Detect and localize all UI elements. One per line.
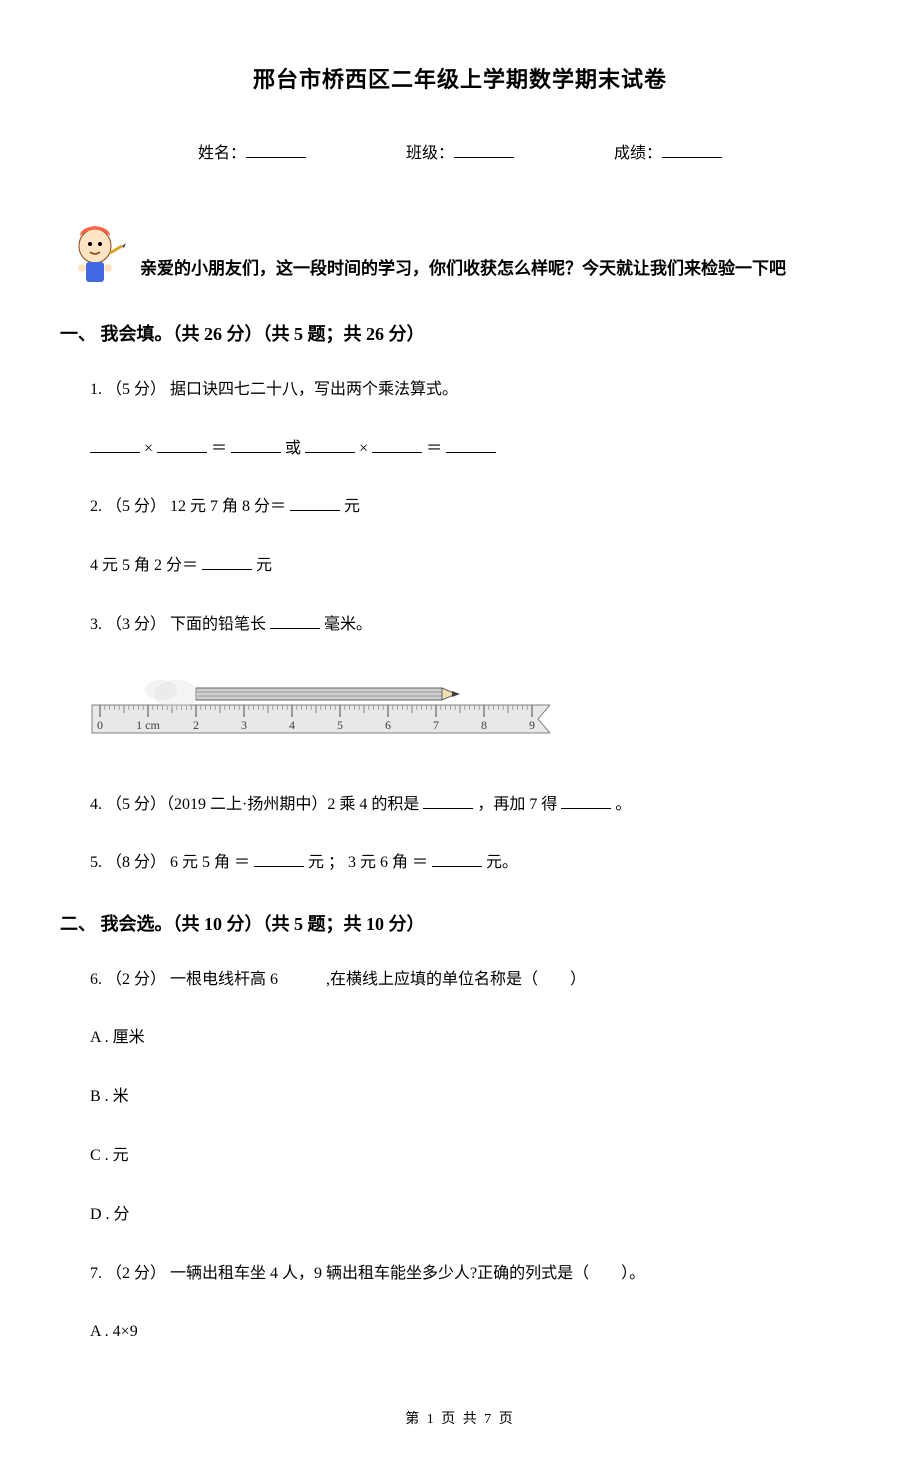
- q1-text: 1. （5 分） 据口诀四七二十八，写出两个乘法算式。: [90, 381, 458, 398]
- question-6: 6. （2 分） 一根电线杆高 6 ,在横线上应填的单位名称是（ ）: [90, 966, 860, 995]
- question-5: 5. （8 分） 6 元 5 角 ＝ 元 ； 3 元 6 角 ＝ 元。: [90, 849, 860, 878]
- page-footer: 第 1 页 共 7 页: [60, 1407, 860, 1432]
- q4-blank1: [423, 793, 473, 809]
- q1-blank4: [305, 437, 355, 453]
- question-1: 1. （5 分） 据口诀四七二十八，写出两个乘法算式。: [90, 376, 860, 405]
- q1-blank6: [446, 437, 496, 453]
- svg-text:9: 9: [529, 718, 535, 732]
- class-label: 班级：: [406, 140, 454, 169]
- q3-suffix: 毫米。: [324, 616, 372, 633]
- q2-l2-blank: [202, 554, 252, 570]
- q4-suffix: 。: [615, 796, 631, 813]
- question-2-line2: 4 元 5 角 2 分＝ 元: [90, 552, 860, 581]
- svg-text:4: 4: [289, 718, 295, 732]
- score-label: 成绩：: [614, 140, 662, 169]
- score-field: 成绩：: [614, 140, 722, 169]
- svg-text:3: 3: [241, 718, 247, 732]
- q6-option-b: B . 米: [90, 1083, 860, 1112]
- name-label: 姓名：: [198, 140, 246, 169]
- q1-mult1: ×: [144, 440, 153, 457]
- q2-l2-suffix: 元: [256, 557, 272, 574]
- section2-header: 二、 我会选。（共 10 分）（共 5 题；共 10 分）: [60, 908, 860, 940]
- ruler-svg: 0 1 cm 2 3 4 5 6 7 8 9: [90, 670, 550, 750]
- section1-header: 一、 我会填。（共 26 分）（共 5 题；共 26 分）: [60, 318, 860, 350]
- q1-eq2: ＝: [426, 440, 442, 457]
- q6-option-a: A . 厘米: [90, 1024, 860, 1053]
- svg-text:5: 5: [337, 718, 343, 732]
- q1-blank1: [90, 437, 140, 453]
- score-blank: [662, 142, 722, 158]
- q6-options: A . 厘米 B . 米 C . 元 D . 分: [90, 1024, 860, 1229]
- question-2-line1: 2. （5 分） 12 元 7 角 8 分＝ 元: [90, 493, 860, 522]
- student-info-row: 姓名： 班级： 成绩：: [60, 140, 860, 169]
- intro-text: 亲爱的小朋友们，这一段时间的学习，你们收获怎么样呢？今天就让我们来检验一下吧: [140, 254, 786, 289]
- name-blank: [246, 142, 306, 158]
- q1-or: 或: [285, 440, 301, 457]
- question-3: 3. （3 分） 下面的铅笔长 毫米。: [90, 611, 860, 640]
- q7-option-a: A . 4×9: [90, 1318, 860, 1347]
- svg-text:1 cm: 1 cm: [136, 718, 160, 732]
- q1-mult2: ×: [359, 440, 368, 457]
- q1-blank2: [157, 437, 207, 453]
- q5-blank2: [432, 851, 482, 867]
- q5-suffix: 元。: [486, 854, 518, 871]
- class-field: 班级：: [406, 140, 514, 169]
- intro-row: 亲爱的小朋友们，这一段时间的学习，你们收获怎么样呢？今天就让我们来检验一下吧: [60, 218, 860, 288]
- q3-blank: [270, 613, 320, 629]
- q6-option-d: D . 分: [90, 1201, 860, 1230]
- q2-l1-suffix: 元: [344, 498, 360, 515]
- q3-prefix: 3. （3 分） 下面的铅笔长: [90, 616, 266, 633]
- ruler-figure: 0 1 cm 2 3 4 5 6 7 8 9: [90, 670, 860, 761]
- svg-text:2: 2: [193, 718, 199, 732]
- question-4: 4. （5 分）（2019 二上·扬州期中）2 乘 4 的积是 ，再加 7 得 …: [90, 791, 860, 820]
- question-7: 7. （2 分） 一辆出租车坐 4 人，9 辆出租车能坐多少人?正确的列式是（ …: [90, 1260, 860, 1289]
- q1-blank3: [231, 437, 281, 453]
- q1-blank5: [372, 437, 422, 453]
- q1-eq1: ＝: [211, 440, 227, 457]
- name-field: 姓名：: [198, 140, 306, 169]
- class-blank: [454, 142, 514, 158]
- q4-prefix: 4. （5 分）（2019 二上·扬州期中）2 乘 4 的积是: [90, 796, 419, 813]
- svg-text:0: 0: [97, 718, 103, 732]
- mascot-icon: [60, 218, 130, 288]
- q7-options: A . 4×9: [90, 1318, 860, 1347]
- q2-l1-prefix: 2. （5 分） 12 元 7 角 8 分＝: [90, 498, 286, 515]
- q2-l2-prefix: 4 元 5 角 2 分＝: [90, 557, 198, 574]
- svg-text:6: 6: [385, 718, 391, 732]
- q5-blank1: [254, 851, 304, 867]
- question-1-equation: × ＝ 或 × ＝: [90, 435, 860, 464]
- page-title: 邢台市桥西区二年级上学期数学期末试卷: [60, 60, 860, 100]
- q4-blank2: [561, 793, 611, 809]
- q7-text: 7. （2 分） 一辆出租车坐 4 人，9 辆出租车能坐多少人?正确的列式是（ …: [90, 1265, 645, 1282]
- q5-mid: 元 ； 3 元 6 角 ＝: [308, 854, 428, 871]
- q5-prefix: 5. （8 分） 6 元 5 角 ＝: [90, 854, 250, 871]
- q6-option-c: C . 元: [90, 1142, 860, 1171]
- q6-text: 6. （2 分） 一根电线杆高 6 ,在横线上应填的单位名称是（ ）: [90, 971, 586, 988]
- q2-l1-blank: [290, 495, 340, 511]
- svg-text:8: 8: [481, 718, 487, 732]
- svg-text:7: 7: [433, 718, 439, 732]
- q4-mid: ，再加 7 得: [477, 796, 557, 813]
